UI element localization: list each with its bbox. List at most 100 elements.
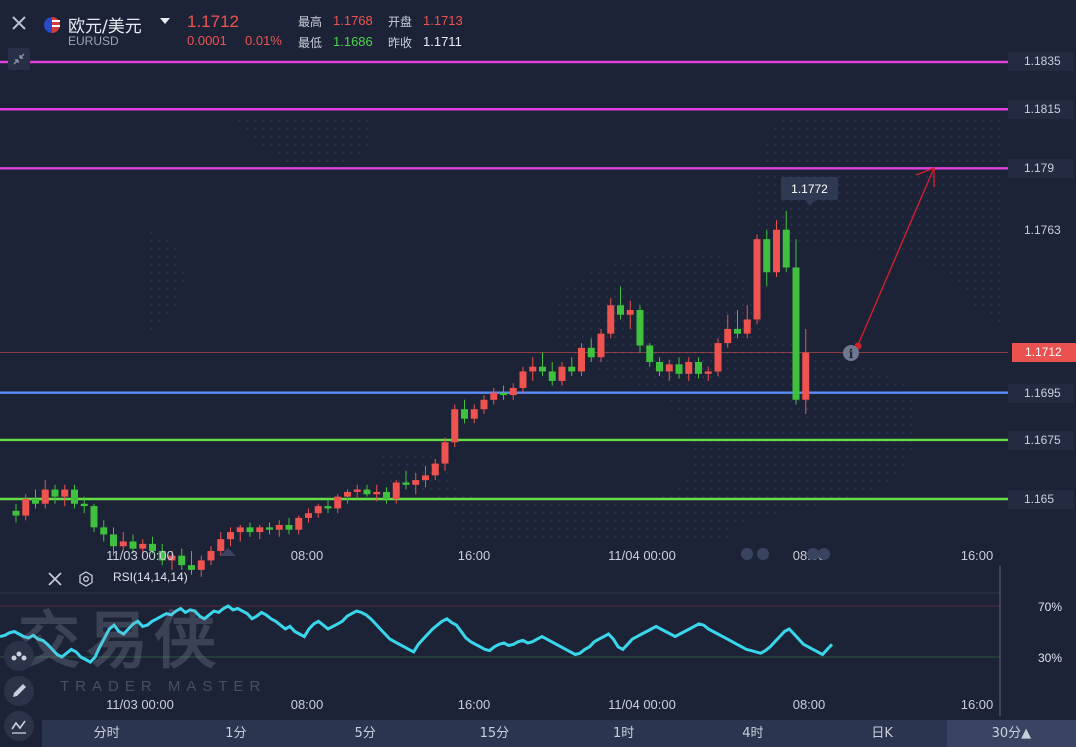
caret-down-icon[interactable] [160, 18, 170, 24]
open-value: 1.1713 [423, 13, 463, 28]
candle-body-20 [207, 550, 215, 561]
candle-body-34 [344, 491, 351, 497]
candlestick-series [12, 210, 810, 577]
candle-body-19 [197, 560, 205, 570]
rsi-x-tick-label-1: 08:00 [291, 697, 324, 712]
candle-body-80 [792, 267, 800, 400]
candle-body-51 [509, 387, 517, 396]
candle-body-32 [324, 506, 332, 509]
peak-label: 1.1772 [791, 182, 828, 196]
info-icon-glyph: i [849, 347, 854, 361]
candle-body-6 [71, 489, 78, 504]
trend-arrow-head [915, 166, 935, 187]
x-tick-label-1: 08:00 [291, 548, 324, 563]
candle-body-79 [782, 229, 790, 268]
tf-tick[interactable]: 分时 [93, 726, 120, 741]
candle-body-23 [236, 527, 244, 533]
indicator-line-icon[interactable] [4, 711, 34, 741]
prev-close-value: 1.1711 [423, 34, 462, 49]
candle-body-69 [685, 361, 693, 374]
candle-body-36 [363, 489, 371, 495]
candle-body-68 [675, 364, 683, 374]
instrument-symbol: EURUSD [68, 34, 119, 48]
candle-body-26 [266, 527, 273, 530]
candle-body-64 [636, 310, 644, 346]
candle-body-81 [802, 352, 810, 400]
rsi-x-tick-label-3: 11/04 00:00 [608, 697, 676, 712]
rsi-label-30: 30% [1038, 651, 1062, 665]
indicator-toggle-icon[interactable] [4, 641, 34, 671]
watermark-text: TRADER MASTER [60, 678, 267, 695]
candle-body-24 [246, 527, 254, 533]
candle-body-46 [461, 409, 468, 419]
low-value: 1.1686 [333, 34, 373, 49]
candle-body-11 [119, 541, 127, 547]
candle-body-74 [734, 328, 741, 334]
world-map-background [150, 120, 1000, 538]
candle-body-40 [402, 482, 410, 485]
tf-30m-selected[interactable]: 30分▲ [946, 720, 1076, 747]
price-change-percent: 0.01% [245, 33, 282, 48]
rsi-label-70: 70% [1038, 600, 1062, 614]
current-price-tag: 1.1712 [1012, 343, 1076, 362]
low-label: 最低 [298, 36, 323, 50]
candle-body-76 [753, 239, 761, 320]
rsi-title: RSI(14,14,14) [113, 570, 188, 584]
candle-body-65 [646, 345, 654, 362]
scroll-dot-3 [818, 548, 830, 560]
candle-body-57 [568, 366, 576, 372]
candle-body-13 [139, 543, 147, 549]
trend-arrow-line [857, 167, 935, 346]
candle-body-66 [656, 361, 663, 372]
close-icon[interactable] [8, 12, 30, 34]
candle-body-29 [295, 517, 303, 530]
candle-body-2 [32, 499, 39, 504]
x-axis: 11/03 00:00 11/03 00:00 08:00 08:00 16:00 16:… [106, 548, 993, 712]
tf-5m[interactable]: 5分 [354, 726, 376, 741]
candle-body-14 [149, 543, 156, 551]
candle-body-58 [578, 347, 585, 372]
candle-body-61 [607, 305, 615, 334]
settings-icon[interactable] [78, 571, 94, 587]
tf-1d[interactable]: 日K [871, 726, 893, 741]
candle-body-42 [422, 475, 429, 481]
candle-body-71 [704, 371, 712, 374]
price-tag-1835: 1.1835 [1008, 52, 1074, 71]
candle-body-47 [470, 409, 478, 419]
candle-body-72 [714, 343, 722, 372]
remove-indicator-icon[interactable] [47, 571, 63, 587]
price-tag-1695: 1.1695 [1008, 384, 1074, 403]
price-tag-179: 1.179 [1008, 159, 1074, 178]
rsi-panel: 70% 30% [0, 566, 1062, 716]
pencil-draw-icon[interactable] [4, 676, 34, 706]
candle-body-70 [695, 361, 702, 374]
candle-body-39 [392, 482, 400, 499]
candle-body-18 [188, 565, 195, 570]
candle-body-25 [256, 527, 264, 533]
tf-1h[interactable]: 1时 [612, 726, 635, 741]
watermark-logo: 交易侠 [18, 604, 223, 677]
info-icon [843, 345, 859, 361]
tf-1m[interactable]: 1分 [225, 726, 247, 741]
candle-body-78 [773, 229, 780, 273]
candle-body-49 [490, 392, 498, 400]
instrument-title[interactable]: 欧元/美元 [68, 17, 142, 37]
scroll-dot-1 [757, 548, 769, 560]
candle-body-54 [539, 366, 546, 372]
tf-4h[interactable]: 4时 [742, 726, 764, 741]
candle-body-4 [51, 489, 59, 497]
collapse-icon[interactable] [8, 48, 30, 70]
high-label: 最高 [298, 15, 323, 29]
candle-body-7 [80, 503, 88, 507]
candle-body-31 [314, 506, 322, 514]
candle-body-41 [412, 480, 420, 485]
time-marker-icon [220, 548, 236, 556]
candle-body-30 [305, 513, 312, 518]
tf-15m[interactable]: 15分 [479, 726, 510, 741]
high-value: 1.1768 [333, 13, 373, 28]
candle-body-33 [334, 496, 342, 509]
candle-body-60 [597, 333, 605, 358]
open-label: 开盘 [388, 15, 413, 29]
timeframe-bar: 分时 1分 5分 15分 1时 4时 日K 30分▲ [42, 720, 1076, 747]
